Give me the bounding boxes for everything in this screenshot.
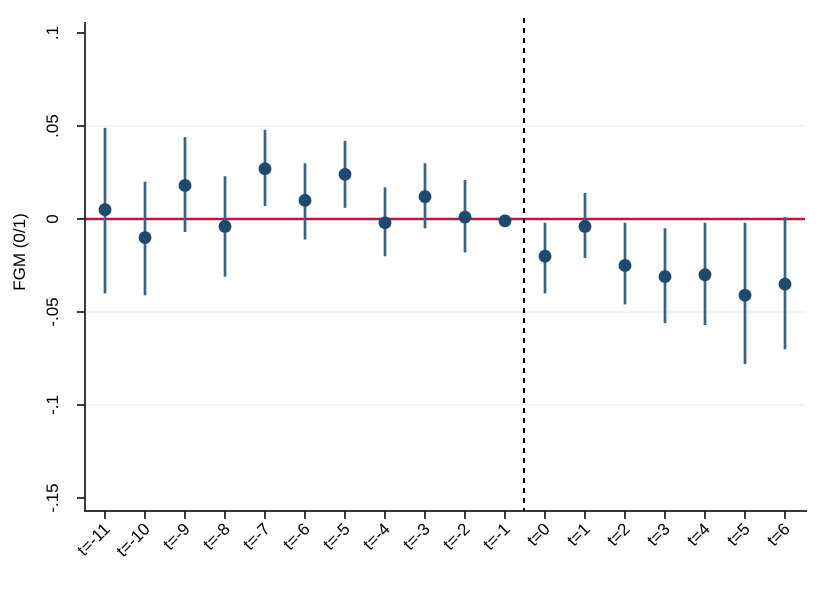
- y-axis-title: FGM (0/1): [10, 213, 29, 290]
- y-tick-label: .05: [43, 114, 62, 138]
- point-marker: [258, 162, 272, 176]
- point-marker: [218, 220, 232, 233]
- x-tick-label: t=-6: [279, 519, 313, 553]
- x-tick-label: t=2: [603, 519, 633, 549]
- x-tick-label: t=-3: [399, 519, 433, 553]
- y-tick-label: -.1: [43, 395, 62, 415]
- point-marker: [738, 288, 752, 302]
- x-tick-label: t=-9: [159, 519, 193, 553]
- point-marker: [138, 231, 152, 245]
- point-marker: [538, 249, 552, 263]
- x-tick-label: t=-11: [74, 519, 114, 559]
- point-marker: [378, 216, 392, 230]
- point-marker: [698, 268, 712, 282]
- x-tick-label: t=-1: [479, 519, 513, 553]
- y-tick-label: 0: [43, 214, 62, 223]
- x-tick-label: t=-2: [439, 519, 473, 553]
- x-tick-label: t=-8: [199, 519, 233, 553]
- axis-layer: .1.050-.05-.1-.15t=-11t=-10 t=-9 t=-8 t=-7 t…: [43, 22, 807, 561]
- point-marker: [338, 167, 352, 181]
- y-tick-label: -.05: [43, 297, 62, 326]
- point-marker: [458, 210, 472, 224]
- x-tick-label: t=-4: [359, 519, 393, 553]
- x-tick-label: t=5: [723, 519, 753, 549]
- grid-layer: [85, 125, 805, 406]
- point-marker: [98, 203, 112, 217]
- reference-line-layer: [85, 18, 805, 511]
- x-tick-label: t=3: [643, 519, 673, 549]
- x-tick-label: t=-7: [239, 519, 273, 553]
- point-marker: [658, 270, 672, 284]
- point-marker: [578, 220, 592, 233]
- point-marker: [298, 194, 312, 207]
- x-tick-label: t=6: [763, 519, 793, 549]
- x-tick-label: t=1: [563, 519, 593, 549]
- x-tick-label: t=-5: [319, 519, 353, 553]
- point-marker: [418, 190, 432, 204]
- point-marker: [498, 214, 512, 228]
- x-tick-label: t=4: [683, 519, 713, 549]
- x-tick-label: t=-10: [113, 519, 154, 560]
- point-marker: [618, 259, 632, 272]
- point-marker: [778, 277, 792, 291]
- y-tick-label: -.15: [43, 483, 62, 512]
- data-layer: [98, 127, 792, 365]
- y-tick-label: .1: [43, 26, 62, 40]
- point-marker: [178, 179, 192, 192]
- x-tick-label: t=0: [523, 519, 553, 549]
